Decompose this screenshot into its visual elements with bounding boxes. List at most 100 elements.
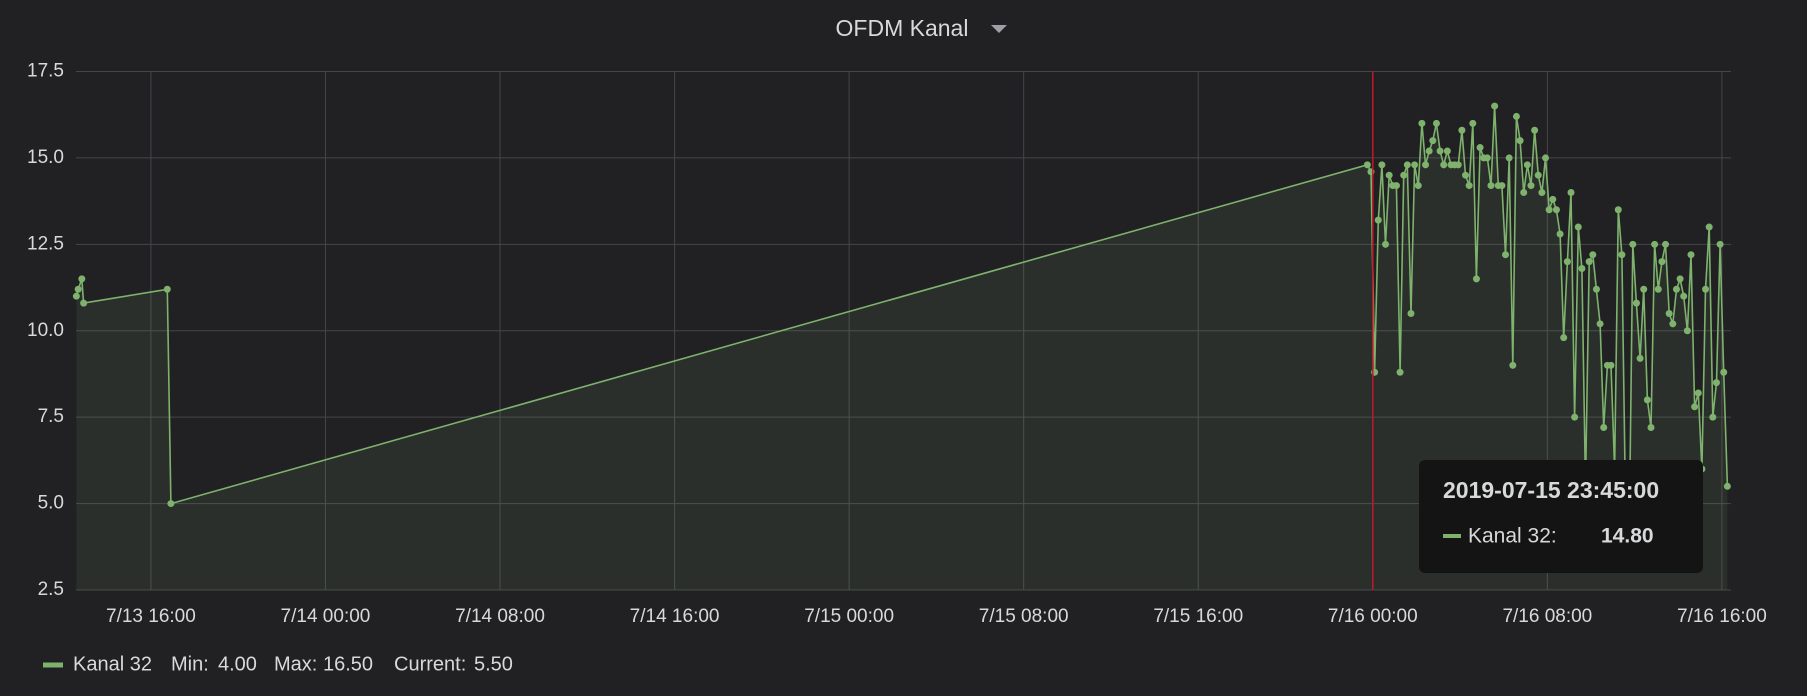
x-tick-label: 7/14 00:00 — [281, 606, 371, 627]
data-point — [1454, 161, 1462, 169]
data-point — [1683, 327, 1691, 335]
data-point — [1636, 354, 1644, 362]
data-point — [1392, 182, 1400, 190]
data-point — [1549, 195, 1557, 203]
y-tick-label: 10.0 — [27, 320, 64, 341]
y-tick-label: 5.0 — [38, 493, 64, 514]
data-point — [1472, 275, 1480, 283]
data-point — [1534, 171, 1542, 179]
data-point — [1589, 251, 1597, 259]
data-point — [1469, 119, 1477, 127]
data-point — [1552, 206, 1560, 214]
data-point — [1614, 206, 1622, 214]
data-point — [1520, 188, 1528, 196]
data-point — [1385, 171, 1393, 179]
data-point — [1560, 334, 1568, 342]
data-point — [163, 285, 171, 293]
data-point — [1556, 230, 1564, 238]
series-area — [76, 106, 1728, 590]
legend-stat-label: Current: — [394, 653, 466, 675]
data-point — [1676, 275, 1684, 283]
tooltip-box — [1419, 460, 1703, 573]
tooltip-value: 14.80 — [1601, 525, 1654, 548]
data-point — [1531, 126, 1539, 134]
data-point — [1491, 102, 1499, 110]
data-point — [1382, 240, 1390, 248]
data-point — [1574, 223, 1582, 231]
y-tick-label: 15.0 — [27, 147, 64, 168]
data-point — [1425, 147, 1433, 155]
legend-stat-label: Min: — [171, 653, 209, 675]
data-point — [1407, 309, 1415, 317]
tooltip: 2019-07-15 23:45:00 Kanal 32: 14.80 — [1419, 460, 1703, 573]
x-tick-label: 7/16 16:00 — [1677, 606, 1767, 627]
data-point — [78, 275, 86, 283]
data-point — [1498, 182, 1506, 190]
data-point — [1512, 112, 1520, 120]
data-point — [1436, 147, 1444, 155]
data-point — [1629, 240, 1637, 248]
data-point — [1702, 285, 1710, 293]
x-tick-label: 7/15 00:00 — [804, 606, 894, 627]
data-point — [72, 292, 80, 300]
data-point — [1542, 154, 1550, 162]
data-point — [1462, 171, 1470, 179]
legend-stat-value: 16.50 — [323, 653, 373, 675]
x-tick-label: 7/14 08:00 — [455, 606, 545, 627]
data-point — [1618, 251, 1626, 259]
data-point — [1691, 403, 1699, 411]
data-point — [1640, 285, 1648, 293]
tooltip-time: 2019-07-15 23:45:00 — [1443, 477, 1659, 503]
data-point — [1694, 389, 1702, 397]
data-point — [1400, 171, 1408, 179]
data-point — [1632, 299, 1640, 307]
data-point — [1720, 368, 1728, 376]
data-point — [1563, 258, 1571, 266]
data-point — [1396, 368, 1404, 376]
y-tick-label: 12.5 — [27, 233, 64, 254]
data-point — [1571, 413, 1579, 421]
data-point — [1705, 223, 1713, 231]
data-point — [1712, 379, 1720, 387]
data-point — [1414, 182, 1422, 190]
data-point — [1687, 251, 1695, 259]
data-point — [1538, 188, 1546, 196]
data-point — [1680, 292, 1688, 300]
data-point — [1665, 309, 1673, 317]
y-tick-label: 17.5 — [27, 61, 64, 82]
data-point — [1658, 258, 1666, 266]
data-point — [1403, 161, 1411, 169]
data-point — [1527, 182, 1535, 190]
legend-label: Kanal 32 — [73, 653, 152, 675]
data-point — [1476, 144, 1484, 152]
data-point — [74, 285, 82, 293]
data-point — [1458, 126, 1466, 134]
data-point — [167, 500, 175, 508]
panel-title[interactable]: OFDM Kanal — [836, 15, 969, 41]
data-point — [1669, 320, 1677, 328]
data-point — [1411, 161, 1419, 169]
data-point — [1418, 119, 1426, 127]
data-point — [1502, 251, 1510, 259]
legend-swatch — [43, 662, 63, 668]
data-point — [1483, 154, 1491, 162]
x-tick-label: 7/16 00:00 — [1328, 606, 1418, 627]
data-point — [1440, 161, 1448, 169]
title-dropdown[interactable] — [991, 25, 1007, 33]
data-point — [1487, 182, 1495, 190]
data-point — [1429, 137, 1437, 145]
data-point — [1651, 240, 1659, 248]
data-point — [1578, 265, 1586, 273]
data-point — [1422, 161, 1430, 169]
tooltip-swatch — [1443, 534, 1461, 538]
data-point — [1647, 424, 1655, 432]
x-tick-label: 7/14 16:00 — [630, 606, 720, 627]
data-point — [1672, 285, 1680, 293]
data-point — [1654, 285, 1662, 293]
series-line — [75, 106, 1729, 539]
data-point — [1596, 320, 1604, 328]
data-point — [1516, 137, 1524, 145]
x-tick-label: 7/15 16:00 — [1153, 606, 1243, 627]
legend-stat-value: 5.50 — [474, 653, 513, 675]
data-point — [1592, 285, 1600, 293]
